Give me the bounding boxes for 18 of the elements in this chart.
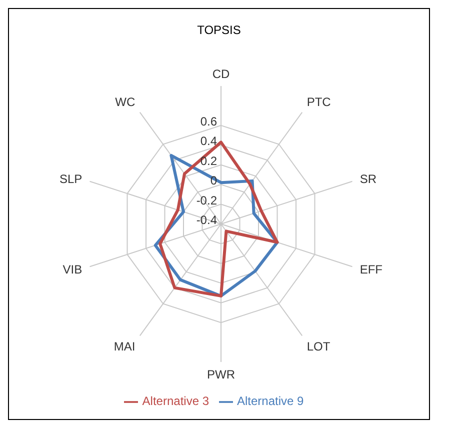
legend-label: Alternative 9 bbox=[237, 394, 304, 408]
spoke-label: VIB bbox=[62, 262, 82, 276]
y-tick-label: 0.2 bbox=[200, 154, 218, 168]
spoke-label: EFF bbox=[360, 262, 383, 276]
spoke-label: SLP bbox=[59, 172, 82, 186]
spoke-label: WC bbox=[115, 94, 136, 109]
spoke-label: CD bbox=[212, 67, 230, 81]
y-tick-label: -0.2 bbox=[196, 193, 218, 208]
y-tick-label: 0.4 bbox=[200, 134, 218, 148]
legend-label: Alternative 3 bbox=[142, 394, 209, 408]
spoke-label: MAI bbox=[114, 340, 136, 354]
spoke-label: SR bbox=[360, 172, 377, 186]
y-tick-label: -0.4 bbox=[196, 213, 218, 227]
chart-title: TOPSIS bbox=[196, 23, 242, 37]
spoke-label: LOT bbox=[306, 340, 331, 354]
spoke-label: PTC bbox=[306, 94, 332, 109]
y-tick-label: 0.6 bbox=[200, 114, 218, 128]
spoke-label: PWR bbox=[207, 368, 236, 382]
